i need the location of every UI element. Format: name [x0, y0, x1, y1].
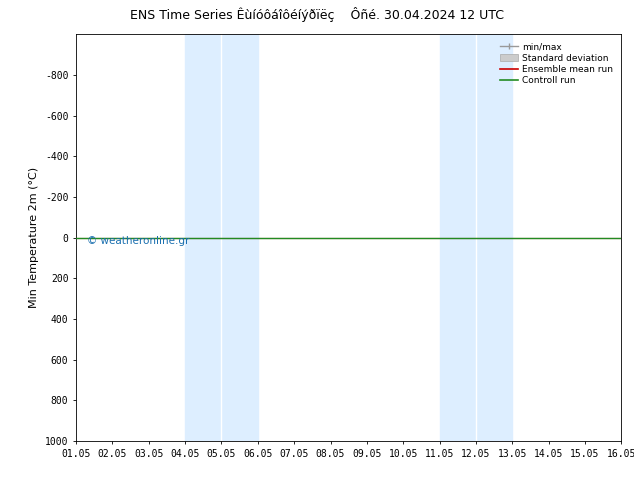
- Text: ENS Time Series Êùíóôáîôéíýðïëç    Ôñé. 30.04.2024 12 UTC: ENS Time Series Êùíóôáîôéíýðïëç Ôñé. 30.…: [130, 7, 504, 23]
- Bar: [439, 34, 476, 441]
- Text: © weatheronline.gr: © weatheronline.gr: [87, 236, 190, 245]
- Bar: [476, 34, 512, 441]
- Bar: [221, 34, 258, 441]
- Y-axis label: Min Temperature 2m (°C): Min Temperature 2m (°C): [29, 167, 39, 308]
- Legend: min/max, Standard deviation, Ensemble mean run, Controll run: min/max, Standard deviation, Ensemble me…: [496, 39, 617, 89]
- Bar: [185, 34, 221, 441]
